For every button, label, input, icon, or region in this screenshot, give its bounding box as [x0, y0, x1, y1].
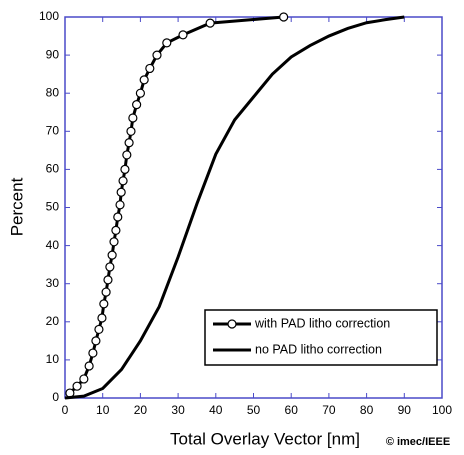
data-point [120, 164, 130, 174]
data-point [79, 374, 89, 384]
series-line [64, 15, 405, 400]
data-point [94, 324, 104, 335]
data-point [99, 299, 109, 309]
legend-label: with PAD litho correction [254, 316, 390, 330]
x-tick-label: 20 [134, 403, 148, 417]
x-tick-label: 70 [322, 403, 336, 417]
plot-frame [64, 16, 443, 399]
data-point [118, 176, 128, 186]
legend-box [204, 309, 438, 366]
data-point [111, 225, 121, 235]
data-point [128, 113, 138, 123]
data-point [132, 100, 142, 110]
data-point [91, 336, 101, 346]
data-point [152, 50, 162, 60]
x-axis-label: Total Overlay Vector [nm] [170, 429, 360, 448]
y-tick-label: 10 [46, 352, 60, 366]
data-point [279, 12, 289, 22]
data-point [139, 75, 149, 85]
legend-marker [227, 319, 237, 329]
data-point [135, 88, 145, 98]
y-tick-label: 90 [46, 47, 60, 61]
data-point [124, 138, 134, 148]
data-point [126, 126, 136, 136]
x-tick-label: 0 [62, 403, 69, 417]
data-point [113, 212, 123, 222]
y-tick-label: 50 [46, 200, 60, 214]
data-point [88, 348, 98, 358]
y-tick-label: 30 [46, 276, 60, 290]
y-tick-label: 100 [39, 9, 59, 23]
data-point [101, 287, 111, 297]
data-point [122, 150, 132, 160]
data-point [162, 38, 172, 48]
y-tick-label: 0 [52, 390, 59, 404]
x-tick-label: 30 [171, 403, 185, 417]
data-point [107, 250, 117, 260]
x-tick-label: 40 [209, 403, 223, 417]
y-tick-label: 20 [46, 314, 60, 328]
y-tick-label: 40 [46, 238, 60, 252]
annotation: © imec/IEEE [386, 436, 450, 448]
y-tick-label: 60 [46, 162, 60, 176]
y-tick-label: 70 [46, 123, 60, 137]
x-tick-label: 10 [96, 403, 110, 417]
data-point [72, 381, 82, 391]
data-point [109, 237, 119, 247]
data-point [116, 187, 126, 197]
y-tick-label: 80 [46, 85, 60, 99]
x-tick-label: 90 [398, 403, 412, 417]
data-point [115, 200, 125, 210]
x-tick-label: 50 [247, 403, 261, 417]
data-point [105, 262, 115, 272]
data-point [103, 275, 113, 285]
legend-label: no PAD litho correction [255, 342, 382, 356]
data-point [84, 361, 94, 371]
x-tick-label: 100 [432, 403, 452, 417]
data-point [205, 18, 215, 28]
data-point [97, 313, 107, 323]
y-axis-label: Percent [7, 177, 26, 236]
data-point [178, 30, 188, 40]
x-tick-label: 60 [285, 403, 299, 417]
data-point [145, 63, 155, 74]
x-tick-label: 80 [360, 403, 374, 417]
